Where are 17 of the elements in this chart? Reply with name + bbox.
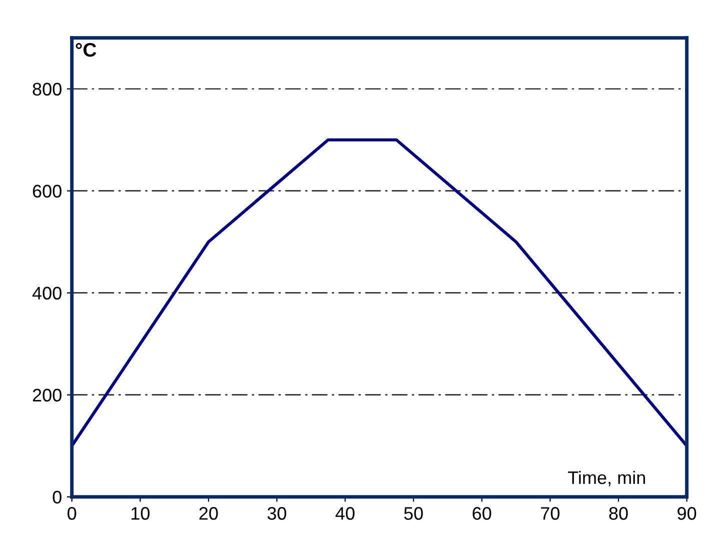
y-axis-title: °C	[76, 42, 96, 57]
x-tick-label: 90	[678, 507, 696, 520]
y-tick-label: 800	[32, 82, 62, 96]
x-tick-label: 60	[472, 507, 492, 520]
x-axis-title: Time, min	[568, 470, 645, 486]
y-tick-label: 200	[32, 388, 62, 402]
x-tick-label: 40	[336, 507, 355, 520]
y-tick-label: 600	[32, 184, 62, 198]
x-tick-label: 30	[267, 507, 286, 520]
y-tick-label: 0	[52, 490, 62, 504]
y-tick-label: 400	[32, 286, 62, 300]
x-tick-label: 50	[404, 507, 423, 520]
x-tick-label: 20	[199, 507, 218, 520]
x-tick-label: 10	[132, 507, 150, 520]
x-tick-label: 0	[68, 507, 76, 520]
x-tick-label: 80	[609, 507, 628, 520]
x-tick-label: 70	[541, 507, 560, 520]
